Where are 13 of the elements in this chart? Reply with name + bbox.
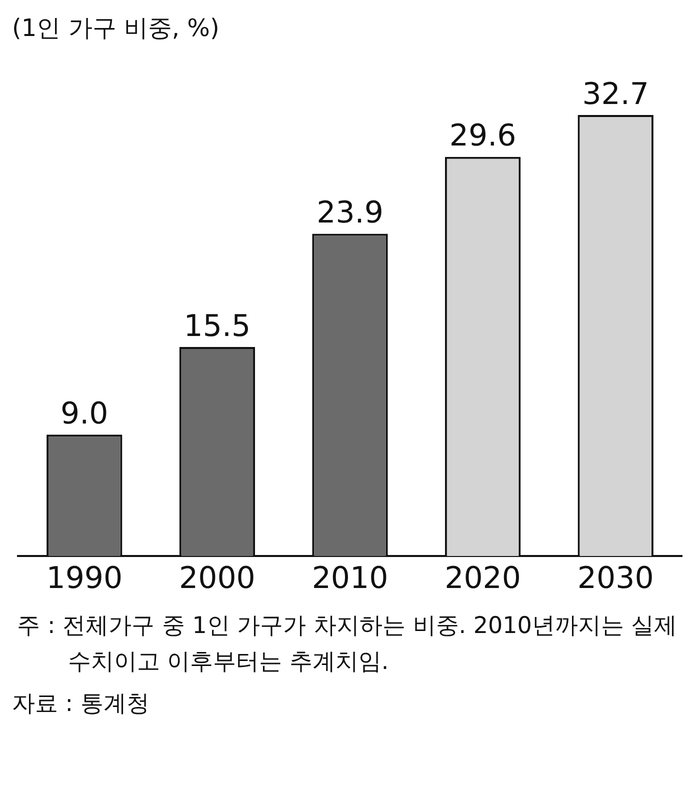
data-label: 9.0 — [60, 396, 108, 432]
x-tick-label: 2010 — [312, 560, 388, 596]
x-tick-label: 2000 — [179, 560, 256, 596]
x-tick-label: 2020 — [444, 560, 521, 596]
data-label: 29.6 — [449, 118, 516, 154]
data-label: 23.9 — [316, 195, 384, 230]
text: 주 : 전체가구 중 1인 가구가 차지하는 비중. 2010년까지는 실제수치이고 이후부터는 추계치임. — [16, 612, 678, 677]
y-axis-title: (1인 가구 비중, %) — [11, 13, 220, 44]
text: 자료 : 통계청 — [11, 690, 150, 719]
x-tick-label: 1990 — [46, 560, 123, 596]
data-label: 15.5 — [184, 308, 251, 344]
data-label: 32.7 — [582, 76, 649, 112]
x-tick-label: 2030 — [577, 560, 654, 596]
